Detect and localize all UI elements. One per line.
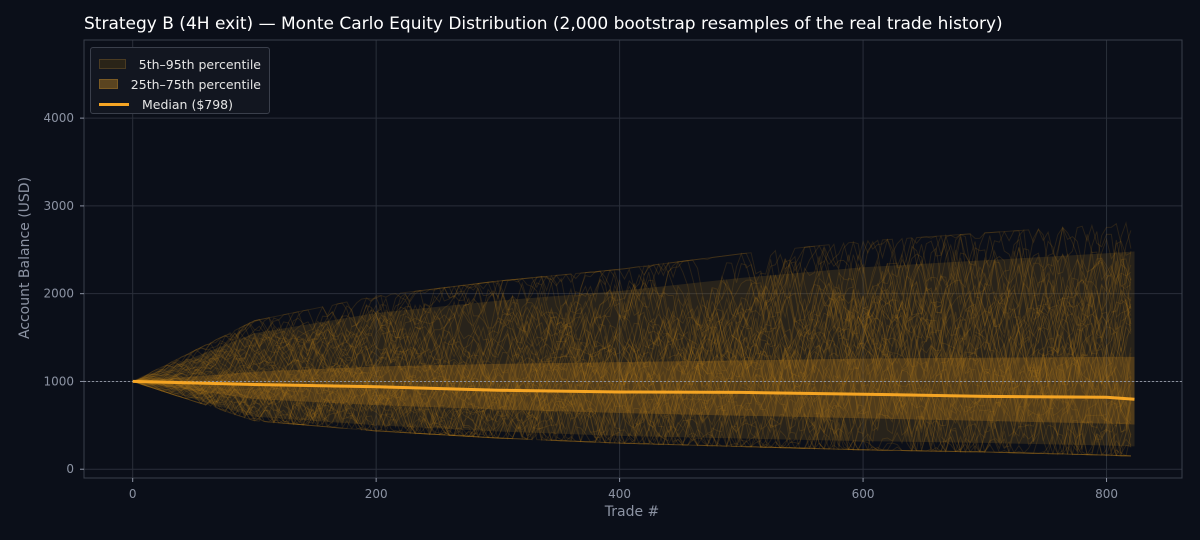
x-tick-label: 400	[608, 487, 631, 501]
plot-frame	[83, 39, 1183, 479]
x-tick-label: 0	[129, 487, 137, 501]
sample-path	[132, 344, 1132, 457]
sample-path	[132, 222, 1132, 417]
x-tick-label: 800	[1095, 487, 1118, 501]
y-axis-label: Account Balance (USD)	[17, 176, 33, 340]
sample-path	[132, 237, 1132, 382]
y-tick-label: 0	[66, 462, 74, 476]
sample-path	[132, 347, 1132, 456]
sample-path	[132, 260, 1132, 433]
sample-path	[132, 221, 1132, 382]
sample-path	[132, 226, 1132, 412]
chart-title: Strategy B (4H exit) — Monte Carlo Equit…	[84, 14, 1003, 34]
legend-item-outer-band: 5th–95th percentile	[99, 54, 261, 74]
sample-path	[132, 233, 1132, 382]
y-tick-label: 2000	[43, 287, 74, 301]
band-5-95	[132, 251, 1135, 447]
sample-path	[132, 315, 1132, 453]
sample-path	[132, 346, 1131, 457]
y-tick-label: 1000	[43, 374, 74, 388]
sample-path	[132, 231, 1132, 408]
x-tick-label: 600	[852, 487, 875, 501]
sample-path	[132, 296, 1131, 457]
sample-path	[132, 344, 1132, 456]
sample-path	[132, 336, 1131, 457]
sample-path	[132, 356, 1132, 454]
sample-path	[132, 313, 1131, 457]
sample-path	[132, 289, 1132, 443]
sample-path	[132, 336, 1132, 451]
sample-path	[132, 303, 1132, 457]
x-axis-label: Trade #	[604, 504, 660, 520]
median-line	[132, 379, 1135, 401]
sample-path	[132, 360, 1131, 457]
x-tick-label: 200	[365, 487, 388, 501]
y-tick-label: 3000	[43, 199, 74, 213]
sample-path	[132, 231, 1132, 382]
sample-path	[132, 262, 1132, 426]
sample-path	[132, 334, 1132, 452]
legend-item-median: Median ($798)	[99, 94, 261, 114]
sample-path	[132, 252, 1132, 419]
sample-path	[132, 233, 1132, 409]
legend-label-inner-band: 25th–75th percentile	[130, 76, 261, 92]
legend-swatch-outer-band	[99, 59, 126, 69]
sample-path	[132, 361, 1132, 455]
sample-path	[132, 259, 1132, 443]
sample-path	[132, 255, 1132, 445]
sample-path	[132, 223, 1132, 382]
legend-swatch-inner-band	[99, 79, 118, 89]
sample-path	[132, 240, 1132, 388]
sample-path	[132, 341, 1132, 457]
legend-item-inner-band: 25th–75th percentile	[99, 74, 261, 94]
legend-swatch-median	[99, 102, 129, 106]
sample-path	[132, 334, 1131, 457]
sample-path	[132, 271, 1132, 382]
sample-path	[132, 260, 1132, 429]
sample-path	[132, 352, 1132, 455]
sample-path	[132, 230, 1132, 394]
sample-path	[132, 296, 1132, 457]
sample-path	[132, 283, 1132, 434]
sample-path	[132, 234, 1132, 382]
legend-label-outer-band: 5th–95th percentile	[138, 56, 261, 72]
sample-path	[132, 237, 1132, 408]
legend-label-median: Median ($798)	[142, 96, 234, 112]
sample-path	[132, 281, 1132, 438]
sample-path	[132, 230, 1132, 403]
y-tick-label: 4000	[43, 111, 74, 125]
sample-path	[132, 289, 1132, 434]
sample-path	[132, 277, 1132, 453]
sample-path	[132, 289, 1132, 437]
sample-path	[132, 281, 1132, 428]
sample-path	[132, 317, 1132, 453]
sample-path	[132, 240, 1132, 426]
sample-path	[132, 225, 1132, 382]
sample-path	[132, 318, 1132, 456]
legend: 5th–95th percentile 25th–75th percentile…	[90, 47, 270, 114]
sample-path	[132, 298, 1132, 428]
sample-path	[132, 249, 1132, 390]
sample-path	[132, 339, 1132, 454]
